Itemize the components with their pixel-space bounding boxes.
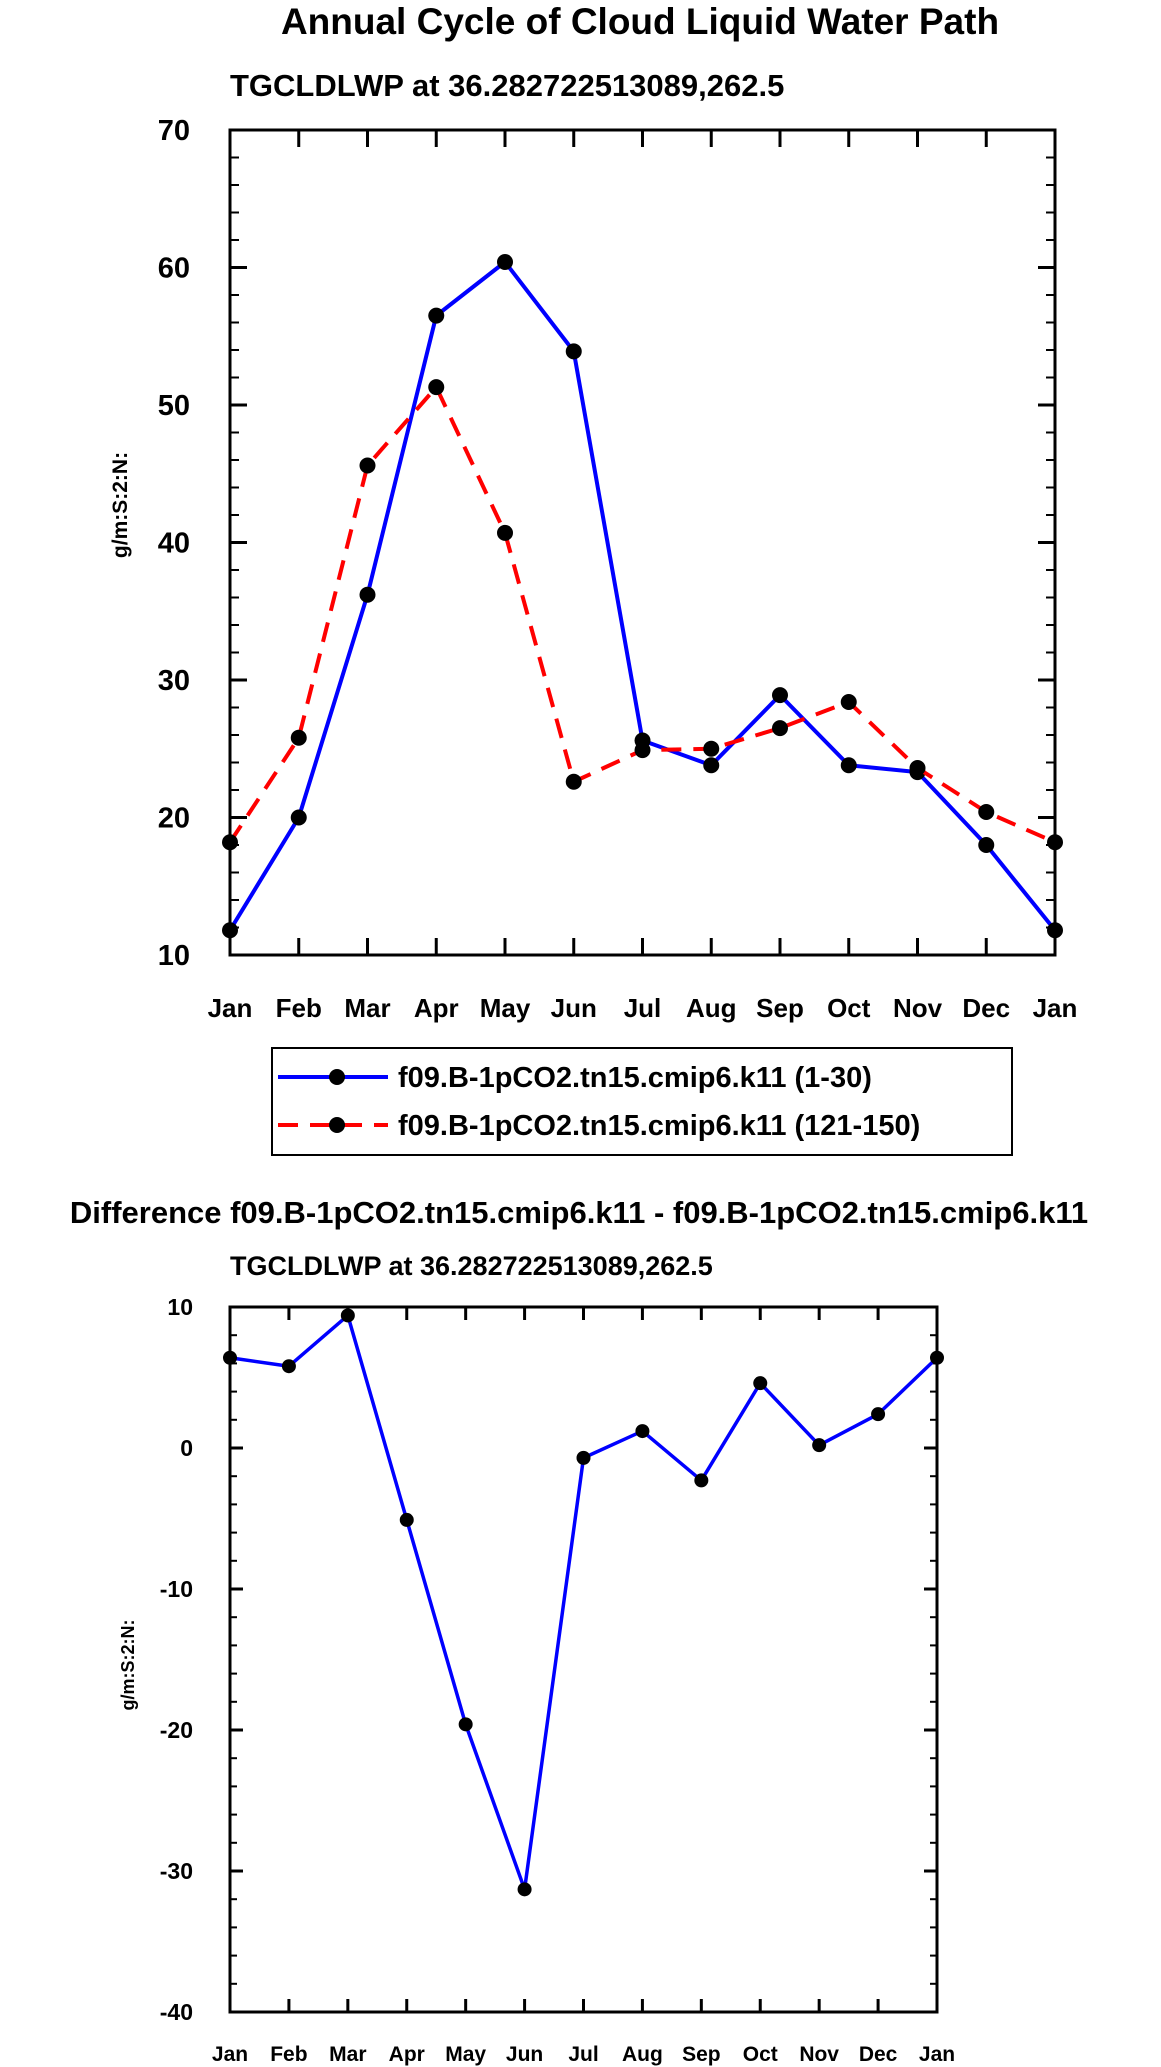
series-line-1 [229, 1313, 939, 1892]
x-tick-label: Mar [329, 2043, 366, 2066]
x-tick-label: Aug [686, 993, 737, 1023]
y-tick-label: 40 [158, 528, 190, 560]
bottom-chart-series [223, 1308, 944, 1897]
data-point [565, 343, 582, 360]
data-point [517, 1882, 532, 1897]
legend-marker-series-2 [329, 1117, 345, 1133]
top-chart-frame [228, 128, 1057, 957]
data-point [428, 307, 445, 324]
bottom-chart-frame [228, 1305, 939, 2014]
x-tick-label: Jun [506, 2043, 543, 2066]
x-tick-label: Oct [827, 993, 871, 1023]
y-tick-label: 0 [180, 1435, 193, 1461]
data-point [359, 586, 376, 603]
data-point [772, 687, 788, 704]
x-tick-label: Sep [682, 2043, 721, 2066]
y-tick-label: 10 [167, 1294, 193, 1320]
y-tick-label: 60 [158, 253, 190, 285]
bottom-chart-ylabel: g/m:S:2:N: [118, 1620, 138, 1711]
x-tick-label: Aug [622, 2043, 663, 2066]
top-chart: Annual Cycle of Cloud Liquid Water Path … [109, 1, 1078, 1156]
top-chart-subtitle: TGCLDLWP at 36.282722513089,262.5 [230, 68, 784, 103]
bottom-chart: Difference f09.B-1pCO2.tn15.cmip6.k11 - … [70, 1195, 1088, 2066]
series-line-1 [228, 260, 1057, 932]
data-point [978, 837, 995, 853]
data-point [359, 457, 376, 474]
data-point [978, 804, 995, 820]
x-tick-label: May [445, 2043, 486, 2066]
top-chart-y-tick-labels: 10 20 30 40 50 60 70 [158, 115, 190, 972]
data-point [290, 809, 307, 826]
x-tick-label: Jan [919, 2043, 955, 2066]
top-chart-ticks [228, 128, 1057, 957]
x-tick-label: Jan [208, 993, 253, 1023]
bottom-chart-subtitle: TGCLDLWP at 36.282722513089,262.5 [230, 1251, 713, 1281]
x-tick-label: Jul [568, 2043, 598, 2066]
bottom-chart-title: Difference f09.B-1pCO2.tn15.cmip6.k11 - … [70, 1195, 1088, 1230]
data-point [871, 1407, 886, 1422]
x-tick-label: Dec [962, 993, 1010, 1023]
data-point [565, 773, 582, 790]
y-tick-label: -30 [160, 1858, 193, 1884]
top-chart-ylabel: g/m:S:2:N: [109, 452, 132, 558]
bottom-chart-y-tick-labels: -40 -30 -20 -10 0 10 [160, 1294, 193, 2025]
data-point [428, 379, 445, 396]
y-tick-label: 50 [158, 390, 190, 422]
data-point [340, 1308, 355, 1323]
data-point [909, 760, 926, 776]
legend-marker-series-1 [329, 1069, 345, 1085]
data-point [840, 757, 857, 774]
x-tick-label: Nov [799, 2043, 839, 2066]
data-point [840, 694, 857, 710]
y-tick-label: 70 [158, 115, 190, 147]
data-point [772, 720, 788, 737]
data-point [497, 254, 513, 270]
y-tick-label: 30 [158, 665, 190, 697]
data-point [753, 1376, 768, 1391]
x-tick-label: Nov [893, 993, 943, 1023]
legend-label-series-1: f09.B-1pCO2.tn15.cmip6.k11 (1-30) [398, 1062, 872, 1094]
x-tick-label: Apr [389, 2043, 425, 2066]
y-tick-label: 20 [158, 803, 190, 835]
x-tick-label: May [480, 993, 531, 1023]
legend-label-series-2: f09.B-1pCO2.tn15.cmip6.k11 (121-150) [398, 1110, 920, 1142]
data-point [399, 1512, 414, 1527]
data-point [576, 1450, 591, 1465]
x-tick-label: Oct [743, 2043, 778, 2066]
x-tick-label: Sep [756, 993, 804, 1023]
y-tick-label: -10 [160, 1576, 193, 1602]
data-point [281, 1359, 296, 1374]
legend-box [271, 1047, 1013, 1156]
data-point [497, 524, 513, 541]
series-line-2 [228, 385, 1056, 845]
x-tick-label: Jan [1033, 993, 1078, 1023]
y-tick-label: -40 [160, 1999, 193, 2025]
top-chart-legend: f09.B-1pCO2.tn15.cmip6.k11 (1-30) f09.B-… [271, 1047, 1013, 1156]
x-tick-label: Jan [212, 2043, 248, 2066]
data-point [290, 729, 307, 746]
y-tick-label: 10 [158, 940, 190, 972]
data-point [458, 1717, 473, 1732]
bottom-chart-x-tick-labels: Jan Feb Mar Apr May Jun Jul Aug Sep Oct Nov Dec Jan [212, 2043, 955, 2066]
x-tick-label: Feb [276, 993, 322, 1023]
x-tick-label: Apr [414, 993, 459, 1023]
data-point [635, 1424, 650, 1439]
x-tick-label: Mar [344, 993, 390, 1023]
top-chart-x-tick-labels: Jan Feb Mar Apr May Jun Jul Aug Sep Oct Nov Dec Jan [208, 993, 1078, 1023]
x-tick-label: Dec [859, 2043, 898, 2066]
x-tick-label: Feb [270, 2043, 307, 2066]
top-chart-title: Annual Cycle of Cloud Liquid Water Path [281, 1, 999, 42]
bottom-chart-ticks [228, 1305, 939, 2014]
x-tick-label: Jun [551, 993, 597, 1023]
data-point [703, 757, 720, 774]
data-point [812, 1438, 827, 1453]
data-point [703, 740, 720, 757]
data-point [694, 1473, 709, 1488]
y-tick-label: -20 [160, 1717, 193, 1743]
data-point [634, 742, 651, 759]
x-tick-label: Jul [624, 993, 662, 1023]
top-chart-series [222, 254, 1063, 939]
